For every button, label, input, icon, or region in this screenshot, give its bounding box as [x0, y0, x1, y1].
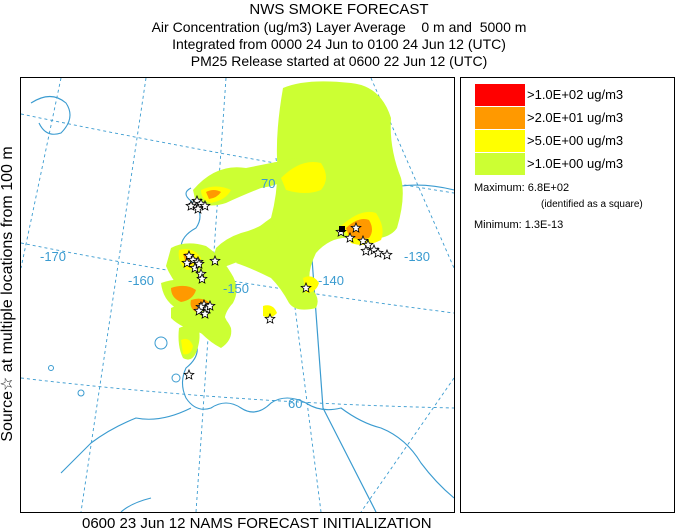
source-star-icon: [350, 221, 362, 233]
source-star-icon: [181, 256, 193, 268]
source-star-icon: [193, 257, 205, 269]
source-star-icon: [204, 299, 216, 311]
lon-label-140: -140: [318, 273, 344, 288]
lat-label-60: 60: [288, 396, 302, 411]
legend-swatch-orange: [475, 107, 525, 129]
lon-label-130: -130: [404, 249, 430, 264]
legend-swatch-red: [475, 84, 525, 106]
lat-label-70: 70: [261, 176, 275, 191]
source-star-icon: [183, 368, 195, 380]
source-star-icon: [300, 281, 312, 293]
release-info: PM25 Release started at 0600 22 Jun 12 (…: [190, 53, 488, 69]
maximum-note: (identified as a square): [541, 199, 643, 210]
source-star-icon: [192, 202, 204, 214]
maximum-value: Maximum: 6.8E+02: [474, 182, 570, 194]
legend-label-20: >2.0E+01 ug/m3: [527, 110, 624, 125]
source-star-icon: [360, 244, 372, 256]
source-star-icon: [193, 304, 205, 316]
forecast-initialization: 0600 23 Jun 12 NAMS FORECAST INITIALIZAT…: [82, 515, 432, 532]
legend-swatch-yellow: [475, 130, 525, 152]
source-star-icon: [372, 246, 384, 258]
source-star-icon: [362, 238, 374, 250]
source-star-icon: [185, 199, 197, 211]
map-title: NWS SMOKE FORECAST: [249, 1, 429, 18]
source-side-label: Source☆ at multiple locations from 100 m: [0, 146, 16, 442]
integration-period: Integrated from 0000 24 Jun to 0100 24 J…: [172, 36, 506, 52]
source-star-icon: [199, 199, 211, 211]
lon-label-150: -150: [223, 281, 249, 296]
source-star-icon: [187, 253, 199, 265]
map-panel: -170 -160 -150 -140 -130 70 60: [20, 77, 455, 513]
smoke-plume: [161, 81, 403, 360]
source-star-icon: [344, 231, 356, 243]
legend-swatch-green: [475, 153, 525, 175]
legend-label-100: >1.0E+02 ug/m3: [527, 87, 624, 102]
source-star-icon: [199, 307, 211, 319]
alaska-map: -170 -160 -150 -140 -130 70 60: [21, 78, 454, 512]
source-star-icon: [209, 254, 221, 266]
source-star-icon: [381, 248, 393, 260]
minimum-value: Minimum: 1.3E-13: [474, 219, 564, 231]
legend-label-5: >5.0E+00 ug/m3: [527, 133, 624, 148]
lon-label-160: -160: [128, 273, 154, 288]
legend-panel: >1.0E+02 ug/m3 >2.0E+01 ug/m3 >5.0E+00 u…: [460, 77, 675, 513]
source-star-icon: [264, 312, 276, 324]
islands: [48, 336, 181, 397]
maximum-square-marker: [339, 226, 345, 232]
lon-label-170: -170: [40, 249, 66, 264]
concentration-description: Air Concentration (ug/m3) Layer Average …: [151, 19, 527, 35]
source-star-icon: [196, 272, 208, 284]
legend-label-1: >1.0E+00 ug/m3: [527, 156, 624, 171]
